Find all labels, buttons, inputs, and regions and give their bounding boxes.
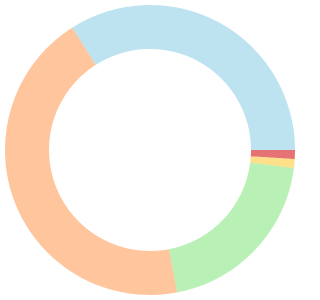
donut-slice bbox=[250, 156, 295, 169]
chart bbox=[4, 4, 295, 296]
donut-slice bbox=[250, 150, 295, 160]
donut-slice bbox=[72, 4, 295, 150]
donut-slice bbox=[4, 27, 178, 296]
donut-slice bbox=[168, 162, 294, 293]
